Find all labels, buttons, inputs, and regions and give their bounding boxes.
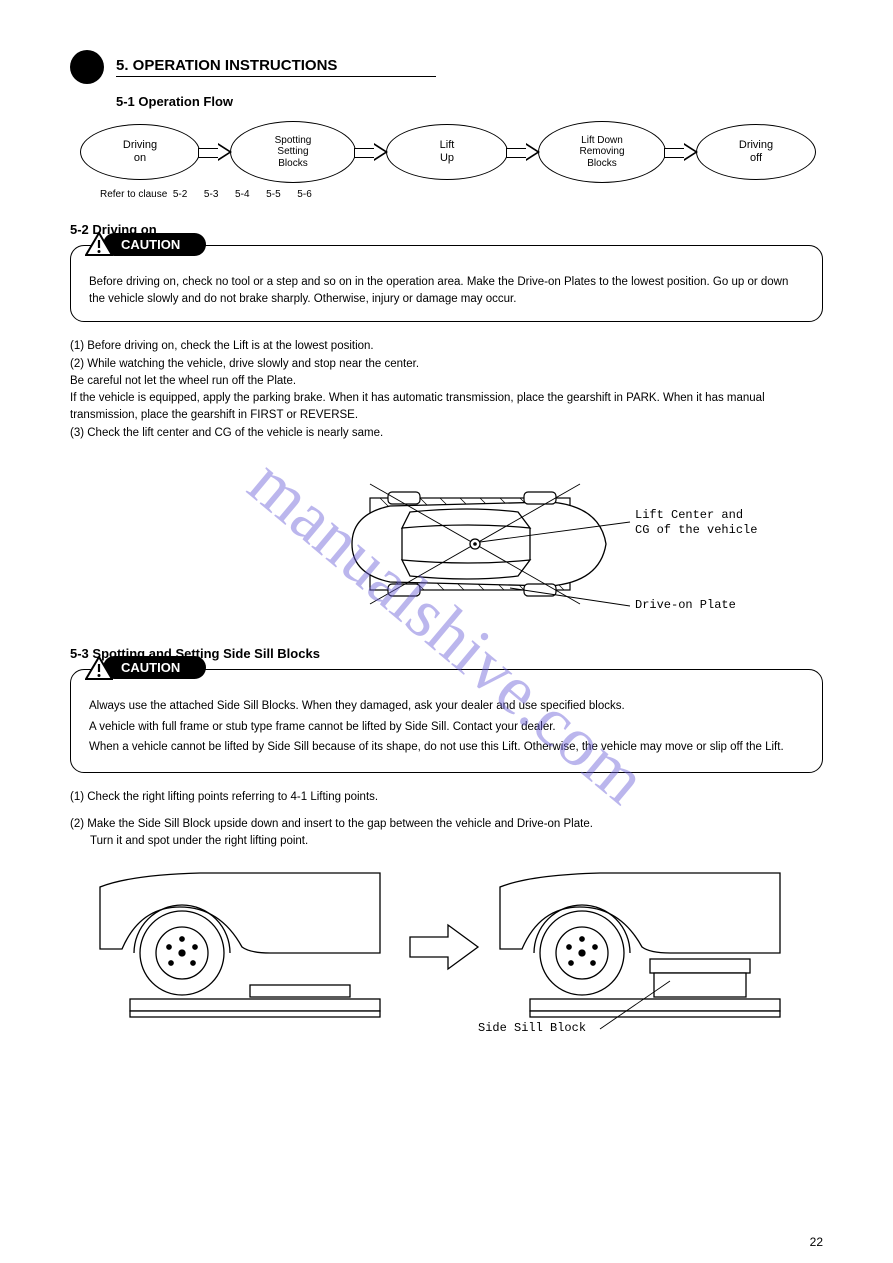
flow-step-2-l1: Spotting bbox=[275, 135, 312, 147]
caution-text-2: Always use the attached Side Sill Blocks… bbox=[89, 698, 804, 756]
side-sill-block-diagram: Side Sill Block bbox=[70, 857, 823, 1037]
operation-flow-diagram: Driving on Spotting Setting Blocks Lift … bbox=[80, 121, 823, 183]
flow-clause-label: Refer to clause 5-2 5-3 5-4 5-5 5-6 bbox=[100, 189, 823, 200]
flow-step-5: Driving off bbox=[696, 124, 816, 180]
section-header: 5. OPERATION INSTRUCTIONS bbox=[70, 50, 823, 84]
caution-box-2: CAUTION Always use the attached Side Sil… bbox=[70, 669, 823, 773]
arrow-icon bbox=[198, 143, 232, 161]
page-number: 22 bbox=[810, 1235, 823, 1249]
section-53-body-2a: (2) Make the Side Sill Block upside down… bbox=[70, 818, 593, 830]
flow-step-1: Driving on bbox=[80, 124, 200, 180]
flow-step-5-l1: Driving bbox=[739, 139, 773, 152]
arrow-icon bbox=[506, 143, 540, 161]
page-content: 5. OPERATION INSTRUCTIONS 5-1 Operation … bbox=[0, 0, 893, 1077]
flow-step-2: Spotting Setting Blocks bbox=[230, 121, 356, 183]
section-53-body-2b: Turn it and spot under the right lifting… bbox=[70, 835, 308, 847]
flow-step-1-l2: on bbox=[134, 152, 146, 165]
vehicle-top-diagram: Lift Center and CG of the vehicle Drive-… bbox=[70, 456, 823, 636]
caution-label-1: CAUTION bbox=[103, 233, 206, 256]
caution-text-1: Before driving on, check no tool or a st… bbox=[89, 274, 804, 307]
header-bullet-icon bbox=[70, 50, 104, 84]
section-52-body: (1) Before driving on, check the Lift is… bbox=[70, 338, 823, 442]
section-53-body-1: (1) Check the right lifting points refer… bbox=[70, 789, 823, 806]
caution-text-2-l2: A vehicle with full frame or stub type f… bbox=[89, 719, 804, 736]
caution-text-2-l3: When a vehicle cannot be lifted by Side … bbox=[89, 739, 804, 756]
section-53-body-2: (2) Make the Side Sill Block upside down… bbox=[70, 816, 823, 851]
flow-step-4-l3: Blocks bbox=[587, 158, 616, 170]
warning-triangle-icon bbox=[85, 656, 113, 680]
flow-step-3-l1: Lift bbox=[440, 139, 455, 152]
flow-step-5-l2: off bbox=[750, 152, 762, 165]
arrow-icon bbox=[354, 143, 388, 161]
flow-step-3-l2: Up bbox=[440, 152, 454, 165]
warning-triangle-icon bbox=[85, 232, 113, 256]
flow-step-3: Lift Up bbox=[386, 124, 508, 180]
flow-step-4-l1: Lift Down bbox=[581, 135, 623, 147]
caution-tab-1: CAUTION bbox=[85, 232, 206, 256]
flow-step-2-l3: Blocks bbox=[278, 158, 307, 170]
caution-text-2-l1: Always use the attached Side Sill Blocks… bbox=[89, 698, 804, 715]
subtitle-5-1: 5-1 Operation Flow bbox=[116, 94, 823, 109]
flow-step-4: Lift Down Removing Blocks bbox=[538, 121, 666, 183]
diagram-label-sill-block: Side Sill Block bbox=[478, 1021, 586, 1036]
flow-step-2-l2: Setting bbox=[277, 146, 308, 158]
caution-tab-2: CAUTION bbox=[85, 656, 206, 680]
arrow-icon bbox=[664, 143, 698, 161]
flow-step-4-l2: Removing bbox=[579, 146, 624, 158]
diagram-label-cg: Lift Center and CG of the vehicle bbox=[635, 508, 757, 538]
page-title: 5. OPERATION INSTRUCTIONS bbox=[116, 57, 436, 77]
caution-box-1: CAUTION Before driving on, check no tool… bbox=[70, 245, 823, 322]
flow-step-1-l1: Driving bbox=[123, 139, 157, 152]
diagram-label-plate: Drive-on Plate bbox=[635, 598, 736, 613]
caution-label-2: CAUTION bbox=[103, 656, 206, 679]
